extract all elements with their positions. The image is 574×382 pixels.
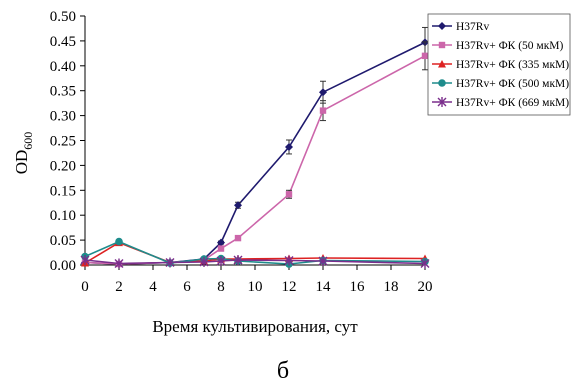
x-axis-title: Время культивирования, сут	[152, 317, 358, 336]
data-point	[284, 255, 294, 266]
data-point	[216, 256, 226, 267]
y-tick-label: 0.20	[50, 158, 76, 174]
y-tick-label: 0.30	[50, 109, 76, 125]
legend-item: H37Rv+ ФК (669 мкМ)	[432, 97, 569, 109]
y-axis-title: OD600	[12, 132, 35, 175]
y-tick-label: 0.10	[50, 208, 76, 224]
legend-label: H37Rv	[456, 21, 489, 33]
legend-label: H37Rv+ ФК (500 мкМ)	[456, 78, 569, 90]
series-2	[81, 41, 429, 268]
data-point	[80, 255, 90, 266]
data-point	[319, 88, 327, 97]
y-axis-title-main: OD	[12, 150, 31, 175]
y-tick-label: 0.05	[50, 233, 76, 249]
legend-item: H37Rv	[432, 21, 489, 33]
y-tick-label: 0.35	[50, 84, 76, 100]
x-tick-label: 6	[183, 279, 191, 295]
series-line	[84, 55, 426, 265]
data-point	[319, 107, 327, 114]
x-tick-label: 10	[248, 279, 263, 295]
legend-item: H37Rv+ ФК (50 мкМ)	[432, 40, 564, 52]
x-tick-label: 16	[350, 279, 366, 295]
data-point	[420, 258, 430, 269]
legend-item: H37Rv+ ФК (500 мкМ)	[432, 78, 569, 90]
data-point	[234, 234, 242, 242]
panel-label: б	[277, 358, 289, 382]
series-line	[84, 41, 426, 265]
legend: H37Rv H37Rv+ ФК (50 мкМ) H37Rv+ ФК (335 мк…	[427, 13, 571, 116]
y-tick-label: 0.00	[50, 258, 76, 274]
legend-marker	[438, 60, 446, 68]
data-point	[217, 245, 225, 252]
x-tick-label: 2	[115, 279, 123, 295]
x-tick-label: 12	[282, 279, 297, 295]
data-point	[234, 201, 242, 210]
data-point	[421, 52, 429, 60]
x-tick-label: 14	[316, 279, 332, 295]
axes	[84, 16, 425, 266]
legend-item: H37Rv+ ФК (335 мкМ)	[432, 59, 569, 71]
legend-marker	[438, 41, 446, 49]
data-point	[318, 256, 328, 267]
y-axis-title-subscript: 600	[21, 132, 35, 150]
y-tick-label: 0.25	[50, 134, 76, 150]
legend-label: H37Rv+ ФК (50 мкМ)	[456, 40, 564, 52]
legend-marker	[437, 97, 447, 107]
tick-marks: 0.00 0.05 0.10 0.15 0.20 0.25 0.30 0.35 0.40 0.45…	[50, 9, 433, 295]
x-tick-label: 8	[217, 279, 225, 295]
data-point	[115, 237, 123, 246]
series-5	[80, 255, 430, 269]
x-tick-label: 0	[81, 279, 89, 295]
y-tick-label: 0.45	[50, 34, 76, 50]
data-point	[285, 142, 293, 151]
data-point	[114, 258, 124, 269]
data-point	[233, 255, 243, 266]
series-1	[81, 26, 429, 269]
legend-marker	[438, 22, 446, 30]
y-tick-label: 0.15	[50, 183, 76, 199]
y-tick-label: 0.40	[50, 59, 76, 75]
data-point	[165, 257, 175, 268]
series-layer	[80, 26, 430, 269]
legend-marker	[438, 79, 446, 87]
data-point	[285, 191, 293, 198]
legend-label: H37Rv+ ФК (669 мкМ)	[456, 97, 569, 109]
x-tick-label: 4	[149, 279, 157, 295]
y-tick-label: 0.50	[50, 9, 76, 25]
legend-label: H37Rv+ ФК (335 мкМ)	[456, 59, 569, 71]
x-tick-label: 20	[418, 279, 433, 295]
data-point	[217, 238, 225, 247]
data-point	[199, 257, 209, 268]
x-tick-label: 18	[384, 279, 399, 295]
